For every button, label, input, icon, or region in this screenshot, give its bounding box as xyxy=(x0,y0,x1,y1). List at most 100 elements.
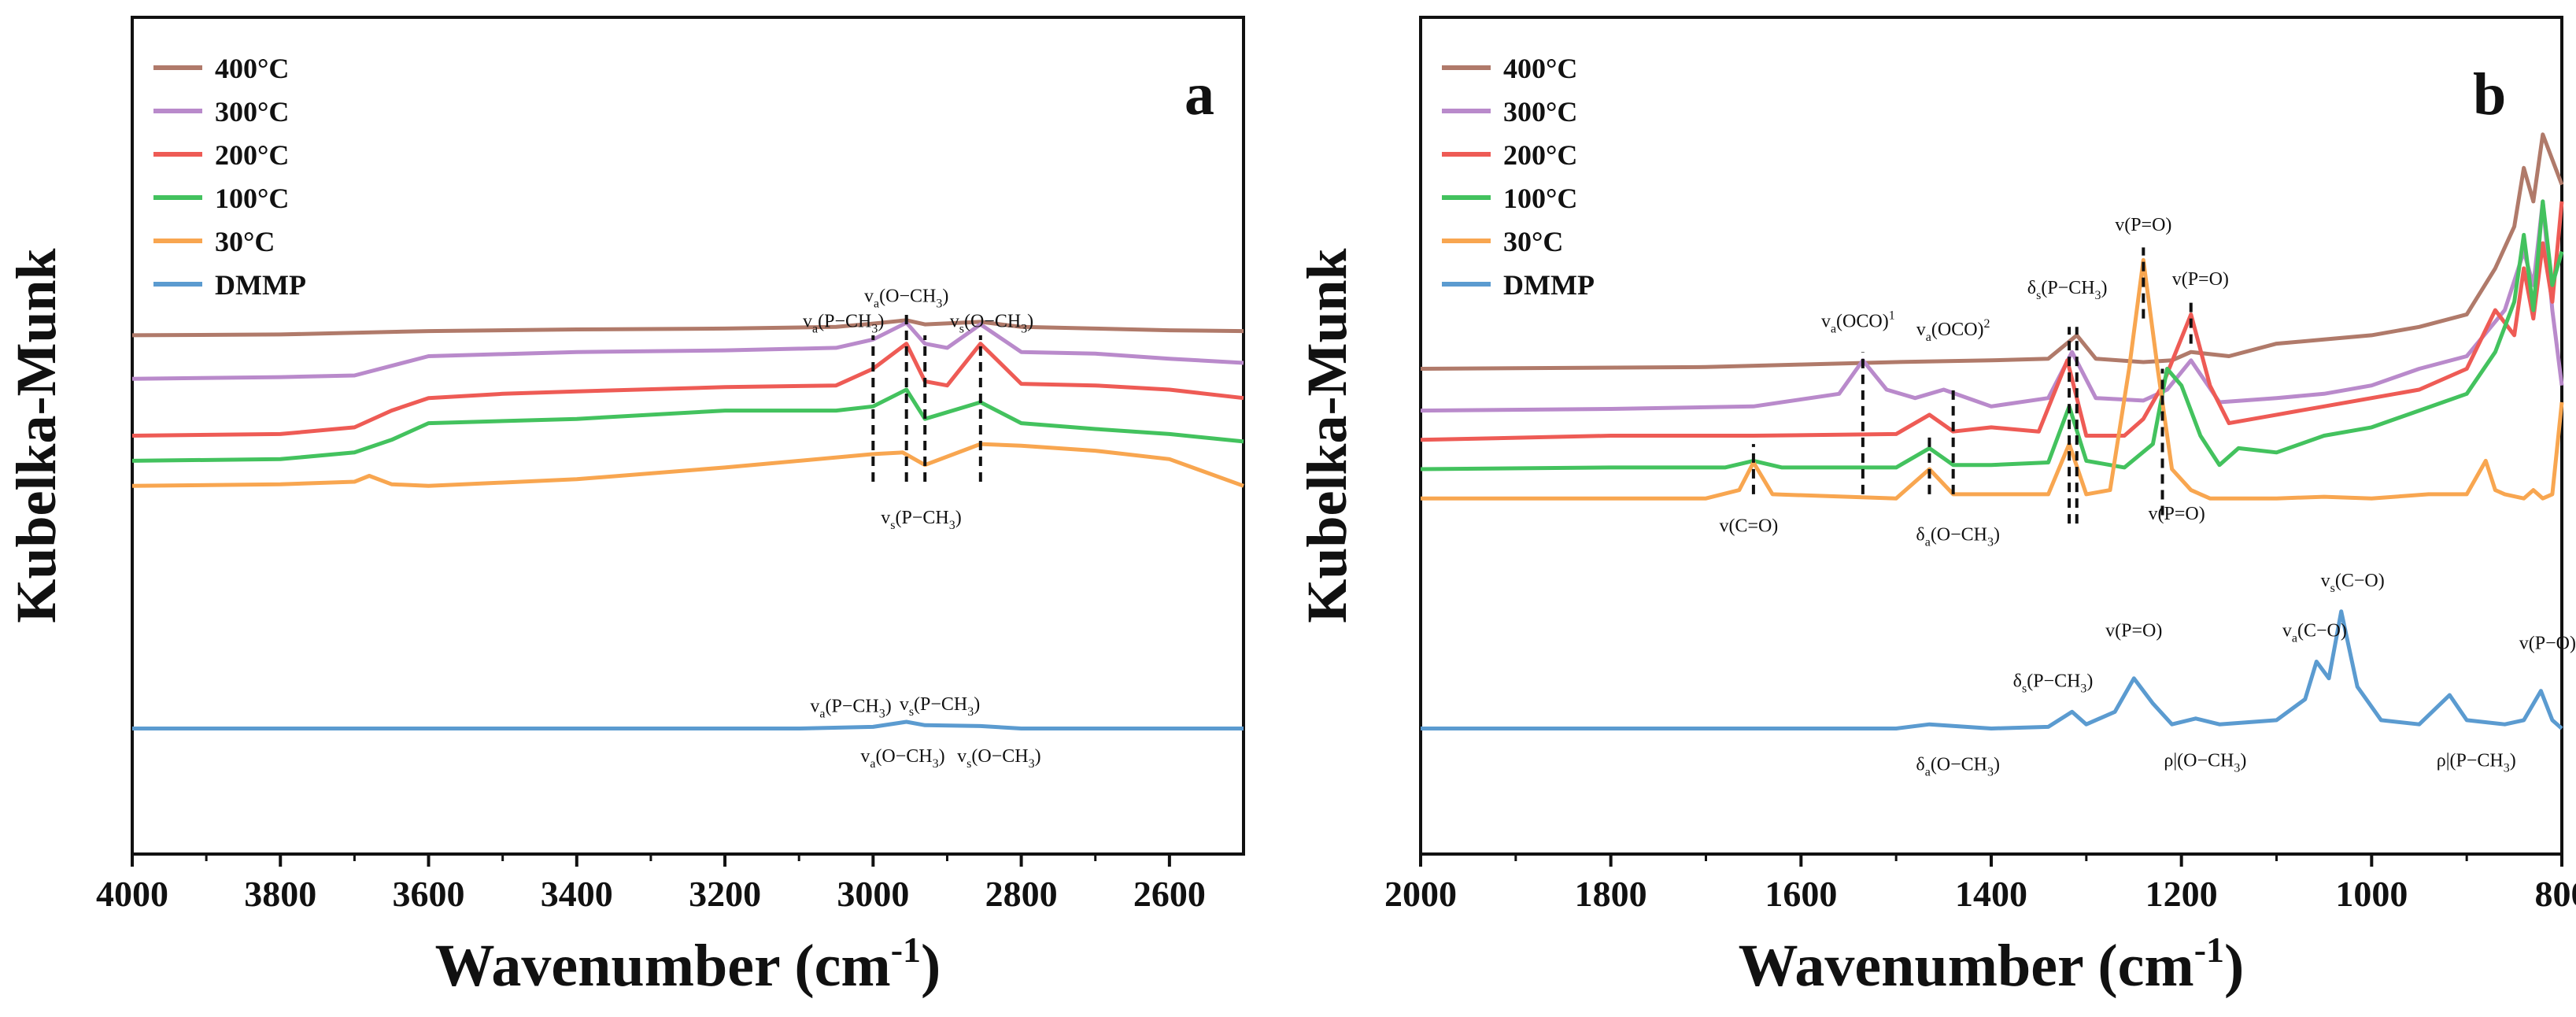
y-axis-title: Kubelka-Munk xyxy=(5,248,68,623)
annotation-symbol: v xyxy=(860,746,870,767)
peak-annotation: v(P=O) xyxy=(2172,269,2229,290)
annotation-symbol: v xyxy=(803,311,812,331)
x-tick-label: 1400 xyxy=(1955,874,2027,914)
annotation-subscript: 3 xyxy=(949,519,955,532)
legend-label: 100°C xyxy=(1503,183,1577,214)
legend-label: 300°C xyxy=(1503,96,1577,128)
peak-annotation: vs(P−CH3) xyxy=(900,694,980,719)
legend-label: 30°C xyxy=(215,226,275,257)
annotation-subscript: a xyxy=(1831,322,1836,335)
annotation-close: ) xyxy=(1027,311,1033,331)
annotation-symbol: ρ xyxy=(2437,750,2446,771)
series-line-400c xyxy=(1421,135,2562,369)
annotation-subscript: 3 xyxy=(967,705,974,719)
annotation-text: (O−CH xyxy=(971,746,1028,767)
legend-label: DMMP xyxy=(215,269,306,301)
legend-label: 200°C xyxy=(215,139,289,171)
annotation-text: (C−O) xyxy=(2297,621,2347,642)
annotation-text: (P−CH xyxy=(2027,671,2080,691)
x-axis-title-superscript: -1 xyxy=(2194,930,2224,970)
peak-annotation: va(OCO)2 xyxy=(1916,317,1990,344)
annotation-symbol: v xyxy=(2115,215,2124,235)
annotation-text: (O−CH xyxy=(964,311,1021,331)
x-tick-label: 3000 xyxy=(837,874,909,914)
annotation-superscript: 1 xyxy=(1889,309,1895,322)
peak-annotation: vs(O−CH3) xyxy=(957,746,1040,771)
annotation-symbol: v xyxy=(2149,504,2158,524)
annotation-text: (P−CH xyxy=(818,311,871,331)
peak-annotation: vs(C−O) xyxy=(2321,571,2385,595)
legend-label: 200°C xyxy=(1503,139,1577,171)
peak-annotation: v(P=O) xyxy=(2115,215,2171,235)
annotation-text: (P=O) xyxy=(2124,215,2171,235)
x-tick-label: 2000 xyxy=(1384,874,1457,914)
annotation-symbol: v xyxy=(1821,311,1831,331)
peak-annotation: v(P−O) xyxy=(2519,634,2576,654)
annotation-symbol: v xyxy=(950,311,959,331)
peak-annotation: ρ|(O−CH3) xyxy=(2164,750,2246,775)
annotation-text: (C=O) xyxy=(1728,516,1778,537)
annotation-text: |(O−CH xyxy=(2173,750,2234,771)
peak-annotation: δs(P−CH3) xyxy=(2013,671,2094,695)
x-tick-label: 3200 xyxy=(689,874,761,914)
annotation-subscript: 3 xyxy=(936,297,942,310)
x-tick-label: 3800 xyxy=(244,874,316,914)
annotation-subscript: 3 xyxy=(2080,682,2086,695)
annotation-symbol: v xyxy=(2519,634,2529,654)
annotation-text: (OCO) xyxy=(1931,320,1984,340)
annotation-subscript: a xyxy=(1925,766,1931,779)
peak-annotation: δa(O−CH3) xyxy=(1916,755,2000,779)
annotation-symbol: v xyxy=(810,696,819,716)
x-axis-title-close: ) xyxy=(921,933,941,999)
legend-label: DMMP xyxy=(1503,269,1595,301)
annotation-close: ) xyxy=(1994,524,2000,545)
series-line-300c xyxy=(132,323,1244,379)
annotation-subscript: a xyxy=(1925,535,1931,549)
annotation-subscript: 3 xyxy=(1987,535,1994,549)
y-axis-title: Kubelka-Munk xyxy=(1295,248,1358,623)
panel-label: b xyxy=(2473,61,2506,128)
annotation-close: ) xyxy=(974,694,980,715)
legend-label: 300°C xyxy=(215,96,289,128)
x-axis-title-superscript: -1 xyxy=(891,930,921,970)
annotation-close: ) xyxy=(1035,746,1041,767)
annotation-subscript: 3 xyxy=(1029,757,1035,771)
annotation-text: (P−O) xyxy=(2529,634,2576,654)
peak-annotation: ρ|(P−CH3) xyxy=(2437,750,2516,775)
x-tick-label: 1200 xyxy=(2145,874,2218,914)
x-axis-title-close: ) xyxy=(2224,933,2244,999)
x-axis-title: Wavenumber (cm-1) xyxy=(1739,930,2245,999)
annotation-subscript: a xyxy=(870,757,875,771)
annotation-subscript: a xyxy=(819,707,825,720)
peak-annotation: va(O−CH3) xyxy=(864,286,948,310)
legend-label: 100°C xyxy=(215,183,289,214)
annotation-subscript: a xyxy=(874,297,879,310)
annotation-superscript: 2 xyxy=(1984,317,1990,331)
annotation-subscript: 3 xyxy=(933,757,939,771)
legend-label: 30°C xyxy=(1503,226,1563,257)
series-line-300c xyxy=(1421,202,2562,411)
panel-b: 200018001600140012001000800Wavenumber (c… xyxy=(1295,17,2576,999)
x-tick-label: 800 xyxy=(2535,874,2576,914)
annotation-symbol: v xyxy=(881,508,890,528)
annotation-text: (O−CH xyxy=(1931,755,1987,775)
annotation-text: (C−O) xyxy=(2335,571,2385,591)
annotation-symbol: v xyxy=(900,694,909,715)
annotation-close: ) xyxy=(939,746,945,767)
annotation-text: (P−CH xyxy=(914,694,967,715)
annotation-symbol: δ xyxy=(1916,755,1924,775)
legend-label: 400°C xyxy=(215,53,289,84)
series-line-dmmp xyxy=(1421,612,2562,729)
annotation-symbol: v xyxy=(1916,320,1926,340)
annotation-close: ) xyxy=(2510,750,2516,771)
annotation-close: ) xyxy=(2086,671,2093,691)
x-axis-title: Wavenumber (cm-1) xyxy=(435,930,941,999)
x-tick-label: 4000 xyxy=(96,874,168,914)
peak-annotation: va(P−CH3) xyxy=(810,696,891,720)
peak-annotation: v(P=O) xyxy=(2149,504,2205,524)
annotation-subscript: 3 xyxy=(879,707,885,720)
annotation-subscript: 3 xyxy=(1021,322,1027,335)
annotation-text: (P=O) xyxy=(2115,621,2162,642)
